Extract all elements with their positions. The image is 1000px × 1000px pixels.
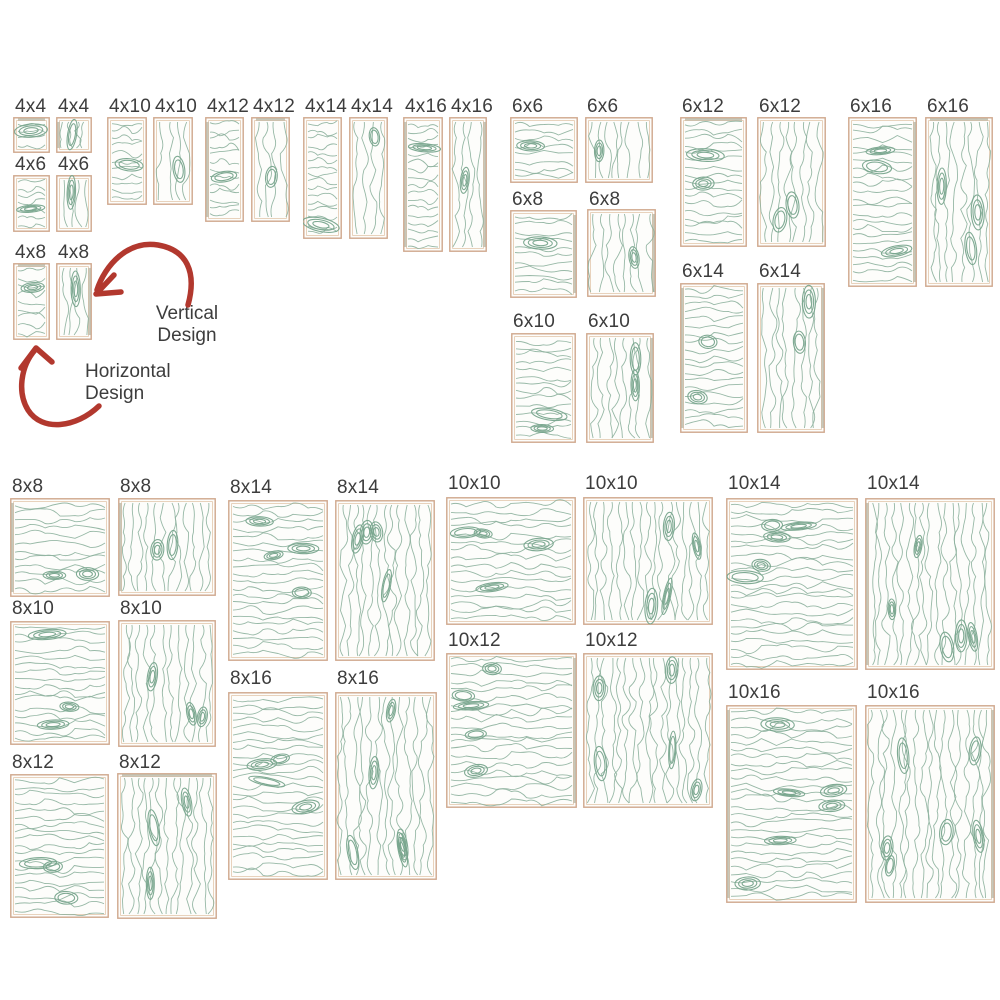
size-label-8x8-horizontal: 8x8 (12, 476, 44, 497)
size-label-4x12-horizontal: 4x12 (207, 96, 250, 117)
swatch-10x14-horizontal (726, 498, 858, 670)
swatch-6x12-vertical (757, 117, 826, 247)
swatch-10x12-vertical (583, 653, 713, 808)
size-label-6x12-vertical: 6x12 (759, 96, 802, 117)
swatch-4x16-horizontal (403, 117, 443, 252)
swatch-6x12-horizontal (680, 117, 747, 247)
size-label-4x10-horizontal: 4x10 (109, 96, 152, 117)
size-label-4x8-horizontal: 4x8 (15, 242, 47, 263)
vertical-design-note-line2: Design (157, 325, 217, 346)
size-label-10x14-horizontal: 10x14 (728, 473, 781, 494)
swatch-6x6-horizontal (510, 117, 578, 183)
swatch-6x8-horizontal (510, 210, 577, 298)
size-label-10x12-horizontal: 10x12 (448, 630, 501, 651)
size-label-8x14-horizontal: 8x14 (230, 477, 273, 498)
size-label-4x12-vertical: 4x12 (253, 96, 296, 117)
swatch-8x8-horizontal (10, 498, 110, 597)
size-label-4x4-horizontal: 4x4 (15, 96, 47, 117)
size-label-8x16-vertical: 8x16 (337, 668, 380, 689)
vertical-design-note-line1: Vertical (155, 303, 219, 324)
size-label-6x14-vertical: 6x14 (759, 261, 802, 282)
swatch-4x14-vertical (349, 117, 388, 239)
swatch-4x4-horizontal (13, 117, 50, 153)
swatch-4x8-horizontal (13, 263, 50, 340)
vertical-design-note: Vertical Design (146, 303, 228, 347)
size-label-8x10-vertical: 8x10 (120, 598, 163, 619)
swatch-10x14-vertical (865, 498, 995, 670)
swatch-10x10-vertical (583, 497, 713, 625)
size-label-6x14-horizontal: 6x14 (682, 261, 725, 282)
size-label-6x10-horizontal: 6x10 (513, 311, 556, 332)
swatch-8x10-vertical (118, 620, 216, 747)
swatch-8x12-vertical (117, 773, 217, 919)
size-label-4x14-vertical: 4x14 (351, 96, 394, 117)
size-label-10x10-horizontal: 10x10 (448, 473, 501, 494)
horizontal-design-note: Horizontal Design (85, 361, 171, 405)
swatch-8x12-horizontal (10, 774, 109, 918)
swatch-4x16-vertical (449, 117, 487, 252)
size-label-6x8-vertical: 6x8 (589, 189, 621, 210)
swatch-10x16-horizontal (726, 705, 857, 903)
swatch-4x12-horizontal (205, 117, 244, 222)
swatch-6x10-horizontal (511, 333, 576, 443)
swatch-10x16-vertical (865, 705, 995, 903)
size-label-10x16-vertical: 10x16 (867, 682, 920, 703)
swatch-4x10-vertical (153, 117, 193, 205)
size-label-6x16-vertical: 6x16 (927, 96, 970, 117)
swatch-10x12-horizontal (446, 653, 577, 808)
swatch-4x14-horizontal (303, 117, 342, 239)
swatch-10x10-horizontal (446, 497, 576, 625)
size-label-10x12-vertical: 10x12 (585, 630, 638, 651)
size-label-8x12-horizontal: 8x12 (12, 752, 55, 773)
swatch-6x14-horizontal (680, 283, 748, 433)
swatch-4x12-vertical (251, 117, 290, 222)
swatch-6x16-vertical (925, 117, 993, 287)
size-label-6x6-vertical: 6x6 (587, 96, 619, 117)
swatch-6x16-horizontal (848, 117, 917, 287)
horizontal-design-note-line2: Design (85, 383, 145, 404)
swatch-8x14-horizontal (228, 500, 328, 661)
swatch-4x10-horizontal (107, 117, 147, 205)
swatch-6x10-vertical (586, 333, 654, 443)
swatch-4x6-vertical (56, 175, 92, 232)
size-label-8x10-horizontal: 8x10 (12, 598, 55, 619)
vertical-design-arrow (93, 241, 194, 308)
swatch-6x6-vertical (585, 117, 653, 183)
size-label-6x16-horizontal: 6x16 (850, 96, 893, 117)
horizontal-design-note-line1: Horizontal (85, 361, 171, 382)
size-label-8x8-vertical: 8x8 (120, 476, 152, 497)
size-label-6x10-vertical: 6x10 (588, 311, 631, 332)
size-label-6x6-horizontal: 6x6 (512, 96, 544, 117)
swatch-6x8-vertical (587, 209, 656, 297)
size-label-10x16-horizontal: 10x16 (728, 682, 781, 703)
swatch-4x8-vertical (56, 263, 92, 340)
size-label-4x16-vertical: 4x16 (451, 96, 494, 117)
size-label-4x8-vertical: 4x8 (58, 242, 90, 263)
swatch-4x6-horizontal (13, 175, 50, 232)
size-label-6x8-horizontal: 6x8 (512, 189, 544, 210)
size-label-8x12-vertical: 8x12 (119, 752, 162, 773)
size-label-8x14-vertical: 8x14 (337, 477, 380, 498)
size-label-4x6-horizontal: 4x6 (15, 154, 47, 175)
swatch-8x10-horizontal (10, 621, 110, 745)
size-label-8x16-horizontal: 8x16 (230, 668, 273, 689)
size-label-4x16-horizontal: 4x16 (405, 96, 448, 117)
size-label-6x12-horizontal: 6x12 (682, 96, 725, 117)
size-label-10x14-vertical: 10x14 (867, 473, 920, 494)
size-label-4x14-horizontal: 4x14 (305, 96, 348, 117)
swatch-8x8-vertical (118, 498, 216, 596)
size-label-4x6-vertical: 4x6 (58, 154, 90, 175)
swatch-8x16-horizontal (228, 692, 328, 880)
size-label-10x10-vertical: 10x10 (585, 473, 638, 494)
swatch-8x14-vertical (335, 500, 435, 661)
size-label-4x4-vertical: 4x4 (58, 96, 90, 117)
swatch-4x4-vertical (56, 117, 92, 153)
size-label-4x10-vertical: 4x10 (155, 96, 198, 117)
swatch-8x16-vertical (335, 692, 437, 880)
swatch-6x14-vertical (757, 283, 825, 433)
